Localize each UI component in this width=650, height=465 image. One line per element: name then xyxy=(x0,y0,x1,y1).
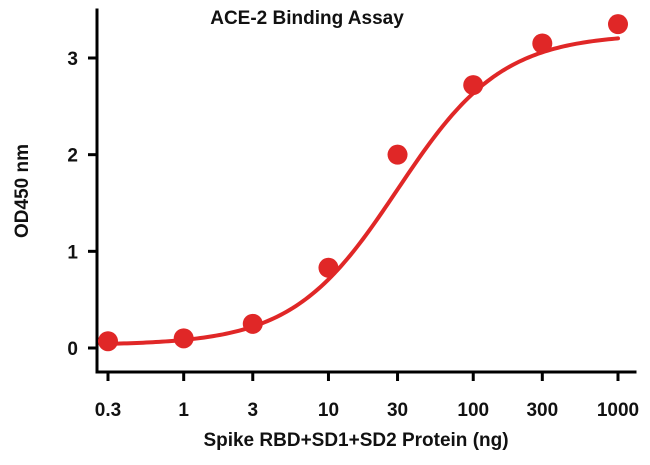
x-axis-ticks: 0.3 1 3 10 30 100 300 1000 xyxy=(95,372,639,421)
y-tick-label: 1 xyxy=(67,242,78,263)
data-point xyxy=(242,313,263,334)
y-tick-label: 3 xyxy=(67,49,78,70)
y-tick-label: 0 xyxy=(67,339,78,360)
data-point xyxy=(463,75,484,96)
data-points xyxy=(98,14,628,352)
x-tick-label: 0.3 xyxy=(95,400,121,421)
x-tick-label: 10 xyxy=(318,400,339,421)
chart-title: ACE-2 Binding Assay xyxy=(210,8,404,29)
x-tick-label: 1000 xyxy=(597,400,639,421)
x-tick-label: 300 xyxy=(526,400,558,421)
data-point xyxy=(387,144,408,165)
x-tick-label: 30 xyxy=(387,400,408,421)
data-point xyxy=(98,331,118,352)
x-tick-label: 1 xyxy=(178,400,189,421)
data-point xyxy=(318,257,339,278)
x-tick-label: 100 xyxy=(457,400,489,421)
data-point xyxy=(608,14,628,35)
x-axis-label: Spike RBD+SD1+SD2 Protein (ng) xyxy=(203,430,508,451)
y-axis-ticks: 0 1 2 3 xyxy=(67,49,97,360)
x-tick-label: 3 xyxy=(247,400,258,421)
y-axis-label: OD450 nm xyxy=(12,144,33,238)
data-point xyxy=(532,33,553,54)
y-tick-label: 2 xyxy=(67,146,78,167)
data-point xyxy=(173,328,194,349)
fit-curve xyxy=(106,36,620,346)
